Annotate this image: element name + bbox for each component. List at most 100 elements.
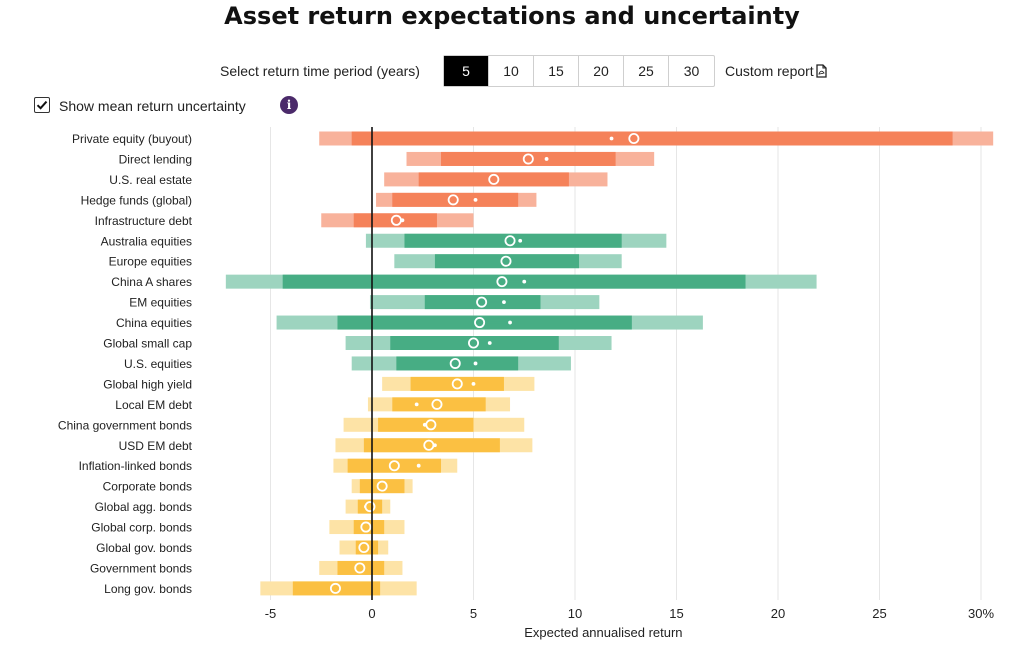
- mean-marker: [376, 480, 388, 492]
- asset-label: Europe equities: [109, 255, 192, 269]
- mean-uncertainty-dot: [507, 319, 513, 326]
- asset-row: Global high yield: [103, 376, 535, 391]
- x-tick-label: 15: [669, 606, 683, 621]
- period-button-30[interactable]: 30: [683, 63, 700, 79]
- period-button-15[interactable]: 15: [534, 56, 579, 86]
- mean-marker: [360, 521, 372, 533]
- asset-label: Long gov. bonds: [104, 582, 192, 596]
- mean-uncertainty-dot: [543, 156, 550, 162]
- mean-marker: [447, 194, 459, 206]
- mean-marker: [431, 398, 443, 410]
- period-selector-row: Select return time period (years) 5 10 1…: [0, 55, 1024, 87]
- asset-label: Private equity (buyout): [72, 132, 192, 146]
- show-uncertainty-label: Show mean return uncertainty: [59, 98, 246, 114]
- asset-row: Inflation-linked bonds: [79, 458, 458, 473]
- asset-label: USD EM debt: [119, 439, 193, 453]
- asset-label: Global agg. bonds: [95, 500, 192, 514]
- asset-label: Global high yield: [103, 377, 192, 391]
- x-tick-label: 0: [368, 606, 375, 621]
- asset-row: Private equity (buyout): [72, 131, 994, 146]
- asset-label: Global gov. bonds: [96, 541, 192, 555]
- asset-label: China government bonds: [58, 418, 192, 432]
- asset-label: Global small cap: [103, 337, 192, 351]
- mean-uncertainty-dot: [517, 237, 524, 244]
- asset-row: Hedge funds (global): [81, 192, 537, 207]
- asset-row: U.S. equities: [124, 356, 571, 371]
- asset-row: China government bonds: [58, 417, 525, 432]
- period-segmented-control: 5 10 15 20 25 30: [443, 55, 715, 87]
- mean-marker: [476, 296, 488, 308]
- mean-marker: [496, 276, 508, 288]
- asset-row: Australia equities: [101, 233, 667, 248]
- mean-uncertainty-dot: [486, 340, 493, 346]
- mean-uncertainty-dot: [472, 196, 479, 203]
- mean-marker: [522, 153, 534, 165]
- asset-label: Corporate bonds: [103, 480, 192, 494]
- period-button-5[interactable]: 5: [444, 56, 489, 86]
- mean-marker: [451, 378, 463, 390]
- asset-label: China equities: [116, 316, 192, 330]
- asset-label: Direct lending: [119, 152, 192, 166]
- x-tick-label: 20: [771, 606, 785, 621]
- mean-uncertainty-dot: [521, 278, 528, 285]
- mean-marker: [488, 173, 500, 185]
- asset-row: U.S. real estate: [109, 172, 608, 187]
- x-tick-label: 10: [568, 606, 582, 621]
- custom-report-link[interactable]: Custom report: [725, 63, 827, 81]
- mean-uncertainty-dot: [608, 135, 615, 142]
- mean-marker: [474, 317, 486, 329]
- asset-row: Government bonds: [90, 560, 403, 575]
- mean-marker: [425, 419, 437, 431]
- x-tick-label: 25: [872, 606, 886, 621]
- asset-label: Hedge funds (global): [81, 193, 192, 207]
- mean-marker: [364, 501, 376, 513]
- mean-marker: [358, 542, 370, 554]
- mean-uncertainty-dot: [413, 401, 420, 408]
- asset-row: Corporate bonds: [103, 479, 413, 494]
- mean-marker: [500, 255, 512, 267]
- asset-row: Direct lending: [119, 151, 655, 166]
- asset-row: China equities: [116, 315, 703, 330]
- asset-label: U.S. equities: [124, 357, 192, 371]
- asset-row: Global small cap: [103, 336, 612, 351]
- x-tick-label: -5: [265, 606, 277, 621]
- x-axis-label: Expected annualised return: [524, 625, 682, 640]
- chart-title: Asset return expectations and uncertaint…: [224, 2, 800, 30]
- asset-label: EM equities: [129, 296, 192, 310]
- asset-label: Australia equities: [101, 234, 192, 248]
- asset-row: Long gov. bonds: [104, 581, 417, 596]
- asset-row: USD EM debt: [119, 438, 533, 453]
- asset-label: Local EM debt: [115, 398, 192, 412]
- asset-label: Government bonds: [90, 561, 192, 575]
- mean-marker: [449, 357, 461, 369]
- inner-range-bar: [351, 131, 953, 146]
- period-button-10[interactable]: 10: [489, 56, 534, 86]
- mean-marker: [628, 132, 640, 144]
- asset-label: Global corp. bonds: [91, 521, 192, 535]
- x-tick-label: 30%: [968, 606, 994, 621]
- asset-label: Infrastructure debt: [95, 214, 193, 228]
- mean-uncertainty-dot: [470, 381, 477, 387]
- period-button-20[interactable]: 20: [579, 56, 624, 86]
- mean-uncertainty-dot: [415, 462, 422, 469]
- pdf-icon: [816, 64, 827, 81]
- custom-report-label: Custom report: [725, 63, 814, 79]
- period-button-25[interactable]: 25: [624, 56, 669, 86]
- mean-marker: [467, 337, 479, 349]
- asset-row: Global agg. bonds: [95, 499, 391, 514]
- mean-marker: [390, 214, 402, 226]
- asset-row: Europe equities: [109, 254, 622, 269]
- info-icon[interactable]: i: [280, 96, 298, 114]
- show-uncertainty-checkbox[interactable]: [34, 97, 50, 113]
- period-label: Select return time period (years): [220, 63, 420, 79]
- asset-row: Global gov. bonds: [96, 540, 389, 555]
- asset-label: China A shares: [111, 275, 192, 289]
- x-tick-label: 5: [470, 606, 477, 621]
- mean-marker: [388, 460, 400, 472]
- asset-label: U.S. real estate: [109, 173, 192, 187]
- mean-marker: [423, 439, 435, 451]
- asset-row: China A shares: [111, 274, 817, 289]
- asset-row: Local EM debt: [115, 397, 511, 412]
- asset-row: Global corp. bonds: [91, 520, 405, 535]
- mean-uncertainty-dot: [472, 360, 479, 367]
